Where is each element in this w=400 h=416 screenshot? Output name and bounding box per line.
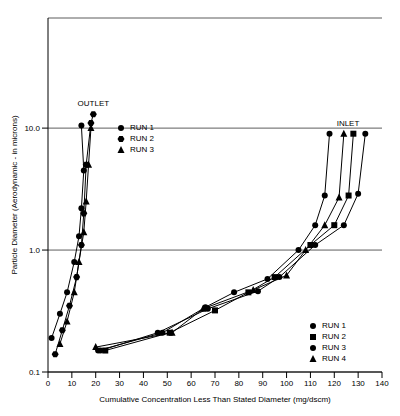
svg-text:10.0: 10.0: [24, 124, 40, 133]
html-text:RUN 1: RUN 1: [130, 123, 154, 132]
svg-text:30: 30: [115, 379, 124, 388]
svg-text:10: 10: [67, 379, 76, 388]
html-text:RUN 1: RUN 1: [322, 321, 346, 330]
svg-text:0: 0: [46, 379, 51, 388]
svg-text:Cumulative Concentration Less: Cumulative Concentration Less Than State…: [99, 395, 331, 404]
svg-text:20: 20: [91, 379, 100, 388]
svg-text:1.0: 1.0: [29, 246, 41, 255]
svg-text:70: 70: [211, 379, 220, 388]
svg-text:120: 120: [328, 379, 342, 388]
html-text:RUN 2: RUN 2: [322, 332, 346, 341]
html-text:RUN 2: RUN 2: [130, 134, 154, 143]
svg-text:130: 130: [351, 379, 365, 388]
svg-text:INLET: INLET: [337, 119, 360, 128]
html-text:RUN 3: RUN 3: [322, 343, 346, 352]
svg-text:0.1: 0.1: [29, 368, 41, 377]
svg-text:60: 60: [187, 379, 196, 388]
svg-text:100: 100: [280, 379, 294, 388]
svg-text:80: 80: [234, 379, 243, 388]
svg-text:50: 50: [163, 379, 172, 388]
svg-text:110: 110: [304, 379, 317, 388]
svg-text:90: 90: [258, 379, 267, 388]
svg-text:Particle Diameter (Aerodynamic: Particle Diameter (Aerodynamic - in micr…: [10, 115, 19, 274]
svg-text:40: 40: [139, 379, 148, 388]
svg-text:OUTLET: OUTLET: [78, 99, 110, 108]
html-text:RUN 4: RUN 4: [322, 354, 346, 363]
html-text:RUN 3: RUN 3: [130, 145, 154, 154]
svg-text:140: 140: [375, 379, 389, 388]
